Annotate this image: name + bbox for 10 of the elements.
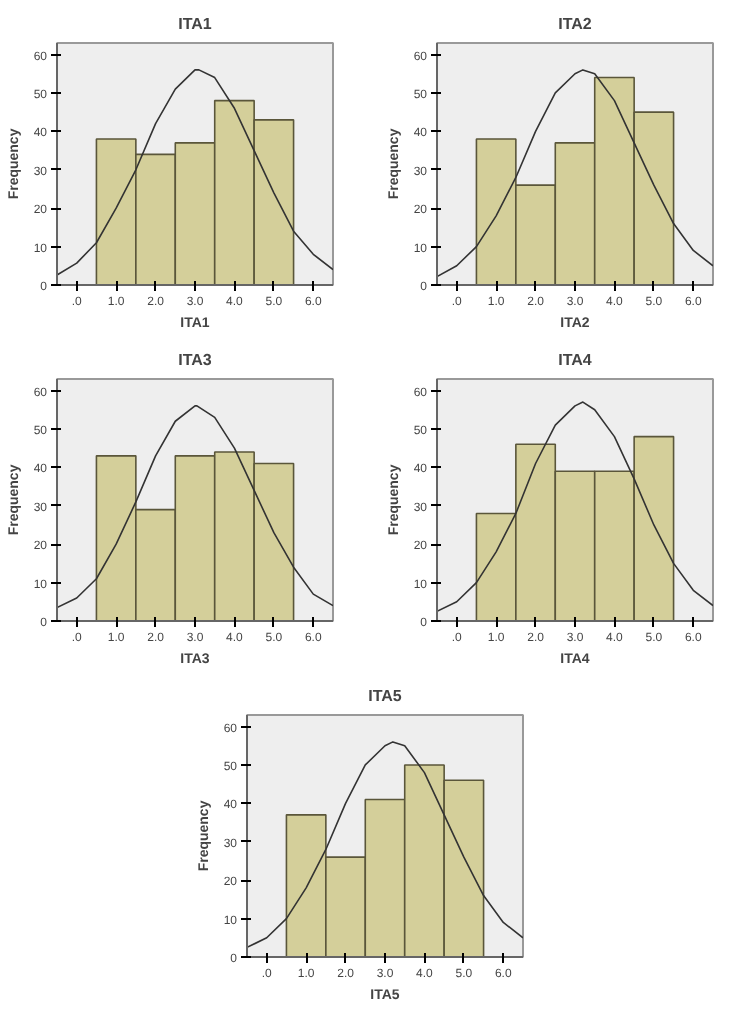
chart-title: ITA1	[178, 15, 213, 33]
line-series	[57, 405, 333, 609]
chart-title: ITA4	[558, 351, 593, 369]
line-series	[57, 69, 333, 276]
chart-title: ITA2	[558, 15, 593, 33]
line-series	[247, 741, 523, 949]
line-series	[437, 69, 713, 278]
line-series	[437, 401, 713, 613]
chart-title: ITA3	[178, 351, 213, 369]
chart-title: ITA5	[368, 687, 403, 705]
